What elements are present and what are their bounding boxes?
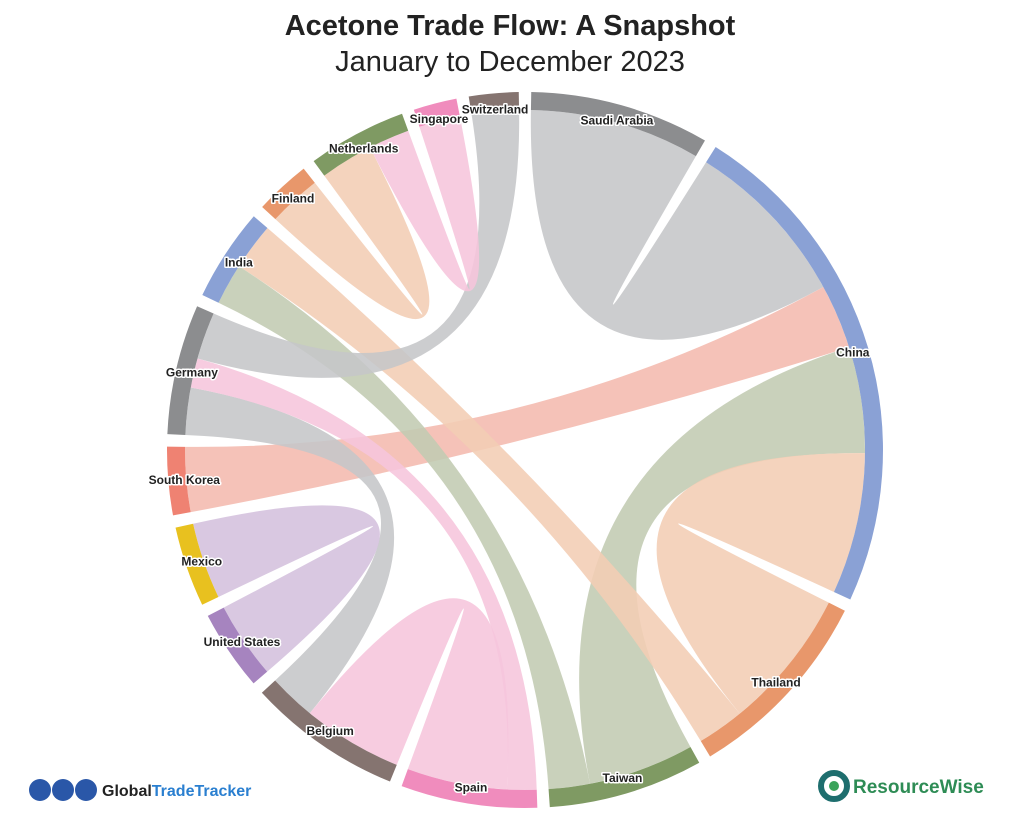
node-label: Thailand <box>751 675 800 689</box>
logo-icon <box>829 781 839 791</box>
node-label: Taiwan <box>603 771 643 785</box>
node-label: Germany <box>166 365 218 379</box>
node-label: Saudi Arabia <box>580 114 653 128</box>
node-arc <box>468 92 520 115</box>
node-arc <box>313 113 409 176</box>
node-label: India <box>225 256 253 270</box>
node-arc <box>413 98 460 127</box>
node-arc <box>548 747 700 808</box>
logo-text: GlobalTradeTracker <box>102 783 251 800</box>
chord <box>218 266 590 790</box>
chord <box>579 347 865 784</box>
logo-icon <box>75 779 97 801</box>
node-label: Belgium <box>306 724 353 738</box>
chord <box>369 116 480 292</box>
chord <box>530 110 824 340</box>
logo-text: ResourceWise <box>853 777 984 798</box>
arcs <box>167 92 883 809</box>
logo-icon <box>29 779 51 801</box>
node-label: Spain <box>455 781 488 795</box>
node-label: Finland <box>272 192 315 206</box>
rw-logo: ResourceWise <box>818 770 984 802</box>
node-arc <box>401 769 538 809</box>
gtt-logo: GlobalTradeTracker <box>29 779 251 801</box>
node-label: Netherlands <box>329 141 399 155</box>
chord <box>309 598 509 790</box>
chord <box>238 228 740 742</box>
node-arc <box>175 523 219 605</box>
chord <box>197 110 520 378</box>
logo-icon <box>52 779 74 801</box>
node-label: Mexico <box>181 555 222 569</box>
node-label: South Korea <box>149 473 221 487</box>
chord <box>656 453 865 714</box>
node-label: Switzerland <box>462 102 529 116</box>
node-arc <box>261 680 397 782</box>
logo-icon <box>818 770 850 802</box>
node-arc <box>202 216 268 303</box>
node-arc <box>700 602 845 757</box>
logo-suffix: TradeTracker <box>152 783 252 800</box>
chart-subtitle: January to December 2023 <box>335 46 685 78</box>
node-arc <box>167 306 214 435</box>
node-label: China <box>836 345 870 359</box>
chart-title: Acetone Trade Flow: A Snapshot <box>285 10 736 42</box>
logo-prefix: Global <box>102 783 152 800</box>
node-arc <box>167 446 191 516</box>
node-arc <box>706 146 883 600</box>
chords <box>185 110 865 791</box>
labels: Saudi Arabia China Thailand Taiwan Spain Belg… <box>147 101 871 796</box>
node-label: United States <box>204 635 281 649</box>
chord <box>193 505 380 672</box>
node-arc <box>530 92 705 157</box>
chord <box>185 387 395 714</box>
node-label: Singapore <box>410 112 469 126</box>
node-arc <box>262 168 315 220</box>
chord <box>275 147 430 320</box>
chord <box>190 358 537 791</box>
node-arc <box>207 607 268 684</box>
